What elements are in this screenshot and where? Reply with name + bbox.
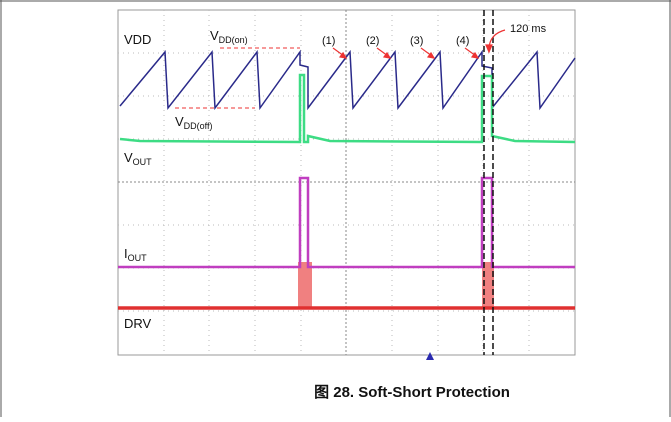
time-note: 120 ms bbox=[510, 23, 547, 35]
marker-label: (4) bbox=[456, 35, 469, 47]
label-main: V bbox=[124, 150, 133, 165]
scope-screen: VDD VDD(on) VDD(off) VOUT IOUT DRV (1) (… bbox=[117, 9, 576, 360]
iout-label: IOUT bbox=[124, 246, 147, 263]
label-sub: OUT bbox=[133, 157, 153, 167]
trigger-marker bbox=[426, 352, 434, 360]
vdd-label: VDD bbox=[124, 32, 151, 47]
vdd-off-label: VDD(off) bbox=[175, 114, 213, 131]
marker-label: (3) bbox=[410, 35, 423, 47]
label-sub: OUT bbox=[128, 253, 148, 263]
caption: 图 28. Soft-Short Protection bbox=[314, 384, 510, 401]
label-main: V bbox=[210, 28, 219, 43]
drv-pulse bbox=[482, 262, 494, 308]
iout-trace bbox=[118, 176, 575, 269]
label-sub: DD(on) bbox=[219, 35, 248, 45]
vout-label: VOUT bbox=[124, 150, 152, 167]
arrows bbox=[332, 29, 506, 59]
marker-label: (2) bbox=[366, 35, 379, 47]
label-sub: DD(off) bbox=[184, 121, 213, 131]
vdd-on-label: VDD(on) bbox=[210, 28, 248, 45]
label-main: I bbox=[124, 246, 128, 261]
vdd-trace bbox=[119, 49, 576, 111]
label-main: V bbox=[175, 114, 184, 129]
vout-trace bbox=[119, 73, 576, 144]
drv-pulse bbox=[298, 262, 312, 308]
marker-label: (1) bbox=[322, 35, 335, 47]
drv-label: DRV bbox=[124, 316, 152, 331]
